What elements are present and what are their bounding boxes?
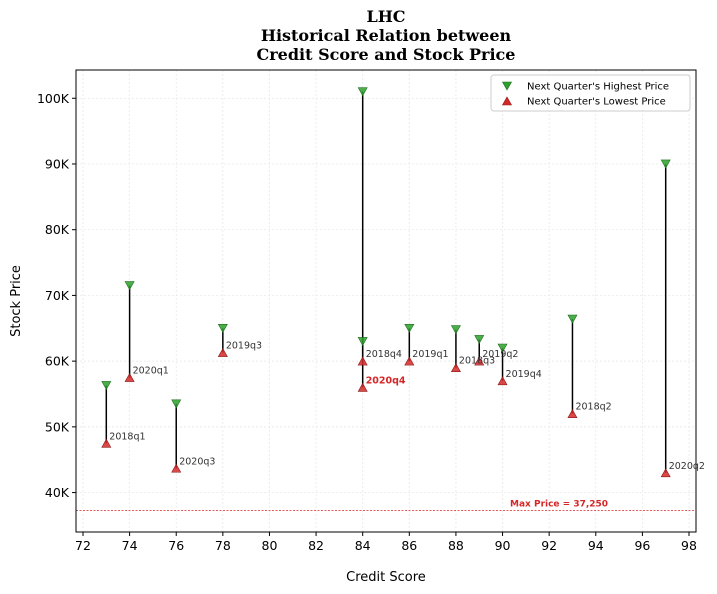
low-marker-2020q4 bbox=[357, 382, 368, 392]
low-marker-2019q3 bbox=[217, 347, 228, 357]
low-marker-2019q2 bbox=[474, 356, 485, 366]
high-marker-2020q4 bbox=[357, 87, 368, 97]
x-tick-label: 92 bbox=[541, 538, 557, 553]
low-marker-2020q3 bbox=[171, 463, 182, 473]
point-label-2018q1: 2018q1 bbox=[109, 431, 145, 442]
low-marker-2020q2 bbox=[660, 468, 671, 478]
low-marker-2018q1 bbox=[101, 438, 112, 448]
y-tick-label: 60K bbox=[45, 354, 70, 369]
x-tick-label: 74 bbox=[122, 538, 138, 553]
low-marker-2020q1 bbox=[124, 372, 135, 382]
high-marker-2019q4 bbox=[497, 343, 508, 353]
low-marker-2018q2 bbox=[567, 409, 578, 419]
low-marker-2018q3 bbox=[450, 363, 461, 373]
x-tick-label: 78 bbox=[215, 538, 231, 553]
high-marker-2018q1 bbox=[101, 381, 112, 391]
y-tick-label: 80K bbox=[45, 222, 70, 237]
high-marker-2020q3 bbox=[171, 399, 182, 409]
high-marker-2019q1 bbox=[404, 323, 415, 333]
x-tick-label: 84 bbox=[355, 538, 371, 553]
legend-label-high: Next Quarter's Highest Price bbox=[527, 82, 669, 93]
high-marker-2018q2 bbox=[567, 314, 578, 324]
x-tick-label: 72 bbox=[75, 538, 91, 553]
legend-marker-low bbox=[501, 96, 513, 106]
legend-marker-high bbox=[501, 81, 513, 91]
x-tick-label: 94 bbox=[588, 538, 604, 553]
high-marker-2019q2 bbox=[474, 335, 485, 345]
max-price-label: Max Price = 37,250 bbox=[510, 500, 608, 510]
chart-title-line: Historical Relation between bbox=[261, 26, 512, 45]
point-label-2020q3: 2020q3 bbox=[179, 456, 215, 467]
x-tick-label: 80 bbox=[262, 538, 278, 553]
point-label-2018q3: 2018q3 bbox=[459, 356, 495, 367]
point-label-2020q2: 2020q2 bbox=[669, 461, 705, 472]
x-tick-label: 88 bbox=[448, 538, 464, 553]
y-tick-label: 70K bbox=[45, 288, 70, 303]
point-label-2019q2: 2019q2 bbox=[482, 349, 518, 360]
high-marker-2019q3 bbox=[217, 323, 228, 333]
point-label-2020q1: 2020q1 bbox=[133, 366, 169, 377]
y-tick-label: 50K bbox=[45, 419, 70, 434]
point-label-2020q4: 2020q4 bbox=[366, 375, 406, 386]
low-marker-2018q4 bbox=[357, 356, 368, 366]
high-marker-2020q1 bbox=[124, 281, 135, 291]
y-tick-label: 90K bbox=[45, 156, 70, 171]
point-label-2018q4: 2018q4 bbox=[366, 349, 402, 360]
x-tick-label: 76 bbox=[168, 538, 184, 553]
high-marker-2018q3 bbox=[450, 325, 461, 335]
high-marker-2018q4 bbox=[357, 337, 368, 347]
legend-label-low: Next Quarter's Lowest Price bbox=[527, 97, 666, 108]
legend-box bbox=[490, 74, 691, 112]
x-tick-label: 90 bbox=[495, 538, 511, 553]
chart-title-line: Credit Score and Stock Price bbox=[257, 45, 516, 64]
plot-frame bbox=[75, 69, 697, 533]
high-marker-2020q2 bbox=[660, 159, 671, 169]
x-tick-label: 86 bbox=[401, 538, 417, 553]
x-tick-label: 98 bbox=[681, 538, 697, 553]
low-marker-2019q1 bbox=[404, 356, 415, 366]
chart-title-line: LHC bbox=[366, 7, 405, 26]
point-label-2018q2: 2018q2 bbox=[575, 402, 611, 413]
point-label-2019q3: 2019q3 bbox=[226, 341, 262, 352]
x-tick-label: 82 bbox=[308, 538, 324, 553]
low-marker-2019q4 bbox=[497, 376, 508, 386]
y-tick-label: 40K bbox=[45, 485, 70, 500]
x-tick-label: 96 bbox=[634, 538, 650, 553]
y-tick-label: 100K bbox=[37, 91, 70, 106]
x-axis-label: Credit Score bbox=[346, 570, 426, 585]
y-axis-label: Stock Price bbox=[9, 265, 24, 337]
point-label-2019q1: 2019q1 bbox=[412, 349, 448, 360]
point-label-2019q4: 2019q4 bbox=[506, 369, 542, 380]
